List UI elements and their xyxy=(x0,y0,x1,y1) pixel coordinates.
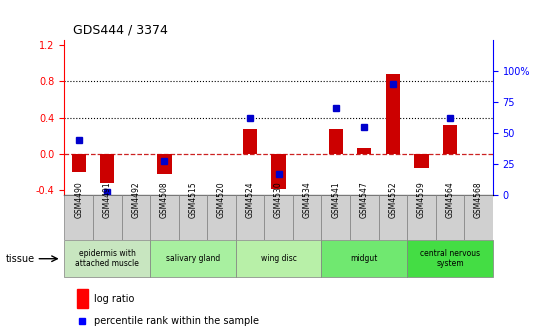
Bar xyxy=(386,74,400,154)
Text: wing disc: wing disc xyxy=(260,254,297,263)
Text: central nervous
system: central nervous system xyxy=(420,249,480,268)
Text: GSM4534: GSM4534 xyxy=(302,181,312,218)
Text: GSM4490: GSM4490 xyxy=(74,181,83,218)
Bar xyxy=(350,195,379,240)
Text: GSM4520: GSM4520 xyxy=(217,181,226,218)
Text: GSM4492: GSM4492 xyxy=(131,181,141,218)
Text: log ratio: log ratio xyxy=(95,294,135,304)
Bar xyxy=(150,195,179,240)
Text: GSM4491: GSM4491 xyxy=(102,181,112,218)
Bar xyxy=(436,195,464,240)
Bar xyxy=(414,154,428,168)
Text: epidermis with
attached muscle: epidermis with attached muscle xyxy=(75,249,139,268)
Bar xyxy=(64,195,93,240)
Bar xyxy=(357,148,371,154)
Bar xyxy=(321,195,350,240)
Bar xyxy=(77,289,88,308)
Bar xyxy=(207,195,236,240)
Text: GSM4524: GSM4524 xyxy=(245,181,255,218)
Bar xyxy=(100,154,114,183)
Text: salivary gland: salivary gland xyxy=(166,254,220,263)
Bar xyxy=(236,195,264,240)
Bar xyxy=(243,128,257,154)
Text: GSM4564: GSM4564 xyxy=(445,181,455,218)
Bar xyxy=(236,240,321,277)
Bar xyxy=(179,195,207,240)
Text: GSM4559: GSM4559 xyxy=(417,181,426,218)
Bar xyxy=(443,125,457,154)
Text: GSM4541: GSM4541 xyxy=(331,181,340,218)
Bar xyxy=(379,195,407,240)
Text: GSM4530: GSM4530 xyxy=(274,181,283,218)
Text: GDS444 / 3374: GDS444 / 3374 xyxy=(73,24,167,37)
Bar xyxy=(150,240,236,277)
Bar xyxy=(72,154,86,172)
Bar xyxy=(157,154,171,174)
Bar xyxy=(272,154,286,188)
Bar xyxy=(464,195,493,240)
Bar xyxy=(329,128,343,154)
Bar xyxy=(122,195,150,240)
Bar xyxy=(93,195,122,240)
Text: GSM4552: GSM4552 xyxy=(388,181,398,218)
Text: tissue: tissue xyxy=(6,254,35,264)
Bar xyxy=(321,240,407,277)
Bar xyxy=(264,195,293,240)
Text: midgut: midgut xyxy=(351,254,378,263)
Text: GSM4568: GSM4568 xyxy=(474,181,483,218)
Bar xyxy=(407,195,436,240)
Text: GSM4547: GSM4547 xyxy=(360,181,369,218)
Text: GSM4508: GSM4508 xyxy=(160,181,169,218)
Bar xyxy=(293,195,321,240)
Text: GSM4515: GSM4515 xyxy=(188,181,198,218)
Text: percentile rank within the sample: percentile rank within the sample xyxy=(95,316,259,326)
Bar xyxy=(64,240,150,277)
Bar xyxy=(407,240,493,277)
